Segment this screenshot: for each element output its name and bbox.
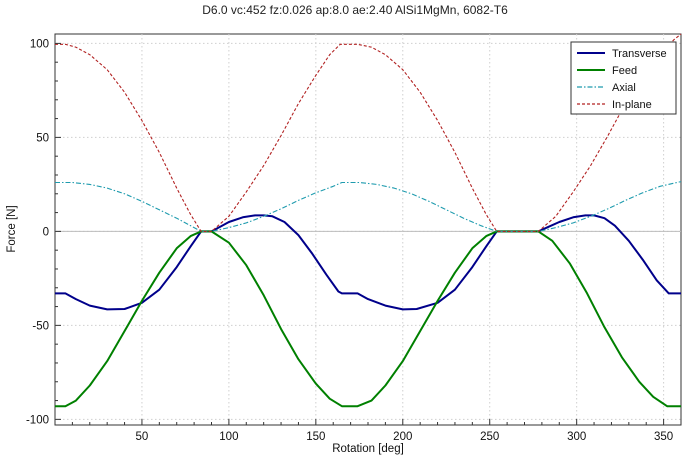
y-tick-label: -50 (32, 320, 49, 332)
x-tick-label: 150 (306, 431, 325, 443)
x-axis-label: Rotation [deg] (332, 443, 404, 455)
series-lines (55, 33, 682, 408)
legend-label: Axial (612, 82, 636, 94)
x-tick-label: 100 (219, 431, 238, 443)
y-axis-label: Force [N] (6, 205, 18, 252)
legend: Transverse Feed Axial In-plane (570, 41, 677, 115)
x-tick-label: 300 (567, 431, 586, 443)
x-tick-label: 250 (480, 431, 499, 443)
x-tick-label: 350 (654, 431, 673, 443)
y-tick-label: 0 (43, 226, 49, 238)
legend-label: In-plane (612, 99, 652, 111)
series-transverse-line (55, 214, 681, 311)
series-axial-line (55, 181, 682, 232)
x-tick-label: 200 (393, 431, 412, 443)
chart-title: D6.0 vc:452 fz:0.026 ap:8.0 ae:2.40 AlSi… (202, 3, 508, 17)
legend-label: Transverse (612, 48, 667, 60)
legend-label: Feed (612, 65, 637, 77)
series-feed-line (55, 230, 681, 408)
x-tick-label: 50 (136, 431, 149, 443)
axis-ticks: 50 100 150 200 250 300 350 -100 -50 0 50 100 (26, 38, 673, 443)
y-tick-label: 50 (36, 132, 49, 144)
y-tick-label: -100 (26, 414, 49, 426)
y-tick-label: 100 (30, 38, 49, 50)
